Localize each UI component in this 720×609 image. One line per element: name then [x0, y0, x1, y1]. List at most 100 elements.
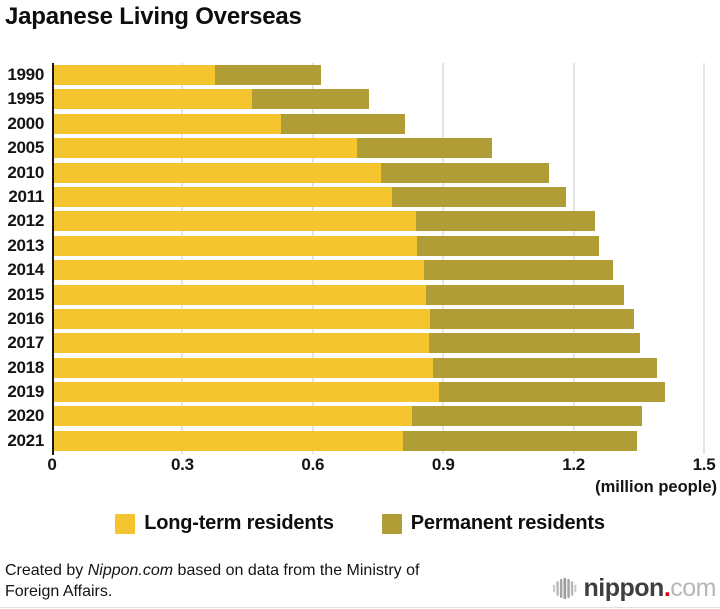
chart-row: 2005 [7, 138, 704, 159]
year-label: 2021 [7, 430, 44, 450]
chart-row: 1990 [7, 65, 704, 85]
bar-segment-permanent [411, 406, 643, 427]
chart-row: 2013 [7, 235, 704, 256]
bar-segment-permanent [417, 235, 600, 256]
nippon-logo: nippon.com [552, 574, 717, 603]
bar-segment-permanent [281, 113, 405, 134]
bar-segment-permanent [381, 162, 549, 183]
nippon-logo-text: nippon.com [584, 574, 717, 603]
gridline [442, 63, 444, 454]
bar-segment-long-term [52, 333, 430, 354]
logo-tld: com [670, 574, 716, 602]
bar-segment-long-term [52, 162, 382, 183]
chart-row: 2019 [7, 382, 704, 403]
chart-row: 2012 [7, 211, 704, 232]
chart-row: 2000 [7, 113, 704, 134]
x-tick-label: 0.3 [171, 455, 194, 474]
credit-text: Created by Nippon.com based on data from… [5, 561, 495, 603]
chart-row: 2018 [7, 357, 704, 378]
bar-segment-long-term [52, 186, 393, 207]
legend-item-permanent: Permanent residents [381, 512, 605, 535]
chart-row: 2014 [7, 260, 704, 281]
chart-row: 2015 [7, 284, 704, 305]
legend-item-long-term: Long-term residents [115, 512, 334, 535]
x-tick-label: 1.2 [562, 455, 585, 474]
chart-row: 2010 [7, 162, 704, 183]
x-tick-label: 0 [47, 455, 57, 474]
bar-segment-long-term [52, 89, 253, 110]
x-axis-unit-label: (million people) [595, 478, 717, 496]
legend-label-permanent: Permanent residents [410, 512, 605, 534]
rows: 1990 1995 2000 2005 2010 2011 2012 2013 2014 2015… [7, 63, 704, 453]
bar-segment-long-term [52, 211, 417, 232]
gridline [181, 63, 183, 454]
gridline [573, 63, 575, 454]
bottom-divider [0, 607, 720, 608]
bar-segment-long-term [52, 138, 358, 159]
year-label: 1995 [7, 89, 44, 109]
x-tick-label: 1.5 [692, 455, 716, 474]
bar-segment-permanent [424, 260, 613, 281]
gridline [703, 63, 705, 454]
bar-segment-permanent [439, 382, 665, 403]
bar-segment-permanent [402, 430, 637, 451]
bar-segment-long-term [52, 406, 412, 427]
x-tick-label: 0.9 [431, 455, 455, 474]
year-label: 2011 [8, 186, 44, 206]
credit-brand: Nippon.com [87, 562, 174, 579]
x-tick-label: 0.6 [301, 455, 325, 474]
year-label: 2005 [7, 138, 44, 158]
year-label: 2018 [7, 357, 44, 377]
year-label: 2020 [7, 406, 44, 426]
legend-swatch-permanent-icon [381, 513, 402, 534]
bar-segment-permanent [433, 357, 657, 378]
bar-segment-long-term [52, 357, 434, 378]
chart-row: 2011 [8, 186, 704, 207]
legend-swatch-long-term-icon [115, 513, 136, 534]
credit-prefix: Created by [5, 562, 88, 579]
logo-dot: . [663, 574, 671, 602]
year-label: 2000 [7, 113, 44, 133]
year-label: 1990 [7, 65, 44, 84]
bar-segment-permanent [416, 211, 596, 232]
gridline [312, 63, 314, 454]
year-label: 2019 [7, 382, 44, 402]
nippon-logo-stripes-icon [552, 577, 576, 600]
legend-label-long-term: Long-term residents [144, 512, 334, 534]
year-label: 2016 [7, 308, 44, 328]
chart-row: 1995 [7, 89, 704, 110]
credit-line2: Foreign Affairs. [5, 582, 113, 600]
chart-row: 2021 [7, 430, 704, 451]
y-axis-line [52, 63, 54, 455]
bar-segment-permanent [392, 186, 567, 207]
bar-segment-permanent [425, 284, 625, 305]
bar-segment-permanent [357, 138, 493, 159]
bar-segment-permanent [252, 89, 369, 110]
bar-segment-long-term [52, 284, 426, 305]
bar-segment-long-term [52, 308, 431, 329]
year-label: 2010 [7, 162, 44, 182]
bar-segment-long-term [52, 382, 440, 403]
year-label: 2013 [7, 235, 44, 255]
bar-segment-long-term [52, 113, 282, 134]
chart-row: 2017 [7, 333, 704, 354]
year-label: 2015 [7, 284, 44, 304]
logo-brand: nippon [583, 574, 665, 602]
bar-segment-long-term [52, 235, 418, 256]
legend: Long-term residents Permanent residents [0, 512, 720, 535]
year-label: 2012 [7, 211, 44, 231]
bar-segment-permanent [214, 65, 322, 85]
year-label: 2017 [7, 333, 44, 353]
chart-row: 2020 [7, 406, 704, 427]
year-label: 2014 [7, 260, 44, 280]
bar-segment-long-term [52, 65, 215, 85]
bar-segment-long-term [52, 260, 425, 281]
page-title: Japanese Living Overseas [5, 3, 302, 30]
bar-segment-long-term [52, 430, 403, 451]
credit-suffix: based on data from the Ministry of [173, 562, 420, 579]
bar-segment-permanent [429, 333, 640, 354]
chart-row: 2016 [7, 308, 704, 329]
bar-segment-permanent [430, 308, 634, 329]
plot-area: 1990 1995 2000 2005 2010 2011 2012 2013 2014 2015… [7, 63, 705, 455]
x-axis-ticks: 0 0.3 0.6 0.9 1.2 1.5 [0, 455, 720, 477]
